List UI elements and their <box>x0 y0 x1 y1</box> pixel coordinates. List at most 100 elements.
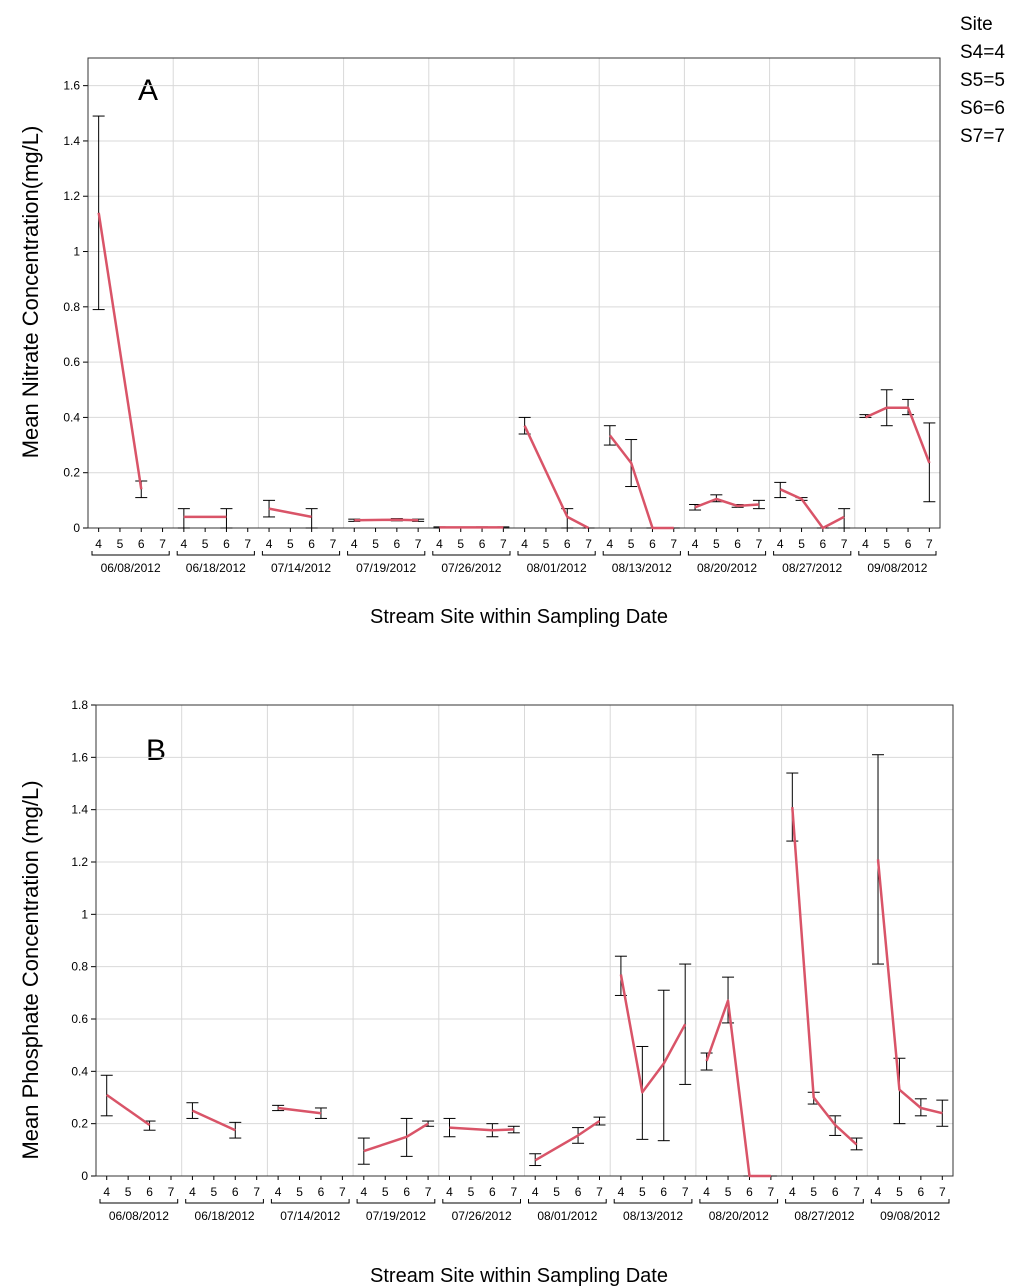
x-tick-label-site: 6 <box>564 537 571 551</box>
x-tick-label-site: 4 <box>521 537 528 551</box>
x-tick-label-site: 6 <box>575 1185 582 1199</box>
x-tick-label-site: 5 <box>883 537 890 551</box>
y-tick-label: 1 <box>73 245 80 259</box>
plot-frame <box>95 704 954 1177</box>
mean-line <box>534 1119 601 1162</box>
x-tick-label-site: 7 <box>756 537 763 551</box>
panel-b-label: B <box>146 734 166 767</box>
x-tick-label-date: 09/08/2012 <box>867 561 927 575</box>
x-group-bracket <box>261 551 341 556</box>
x-tick-label-date: 08/13/2012 <box>612 561 672 575</box>
legend-item-s6: S6=6 <box>960 98 1005 119</box>
mean-line <box>268 507 312 519</box>
x-tick-label-site: 5 <box>725 1185 732 1199</box>
x-group-bracket <box>858 551 937 556</box>
x-tick-label-site: 7 <box>939 1185 946 1199</box>
mean-line <box>97 212 143 490</box>
x-tick-label-site: 6 <box>489 1185 496 1199</box>
legend-item-s5: S5=5 <box>960 70 1005 91</box>
panel-b-y-axis-title: Mean Phosphate Concentration (mg/L) <box>18 780 43 1159</box>
x-tick-label-site: 4 <box>95 537 102 551</box>
x-tick-label-date: 08/27/2012 <box>782 561 842 575</box>
x-tick-label-site: 4 <box>181 537 188 551</box>
x-tick-label-site: 6 <box>318 1185 325 1199</box>
x-group-bracket <box>613 1199 693 1204</box>
y-tick-label: 0.2 <box>63 466 80 480</box>
x-tick-label-site: 5 <box>287 537 294 551</box>
x-tick-label-site: 6 <box>232 1185 239 1199</box>
y-tick-label: 1.6 <box>63 79 80 93</box>
y-tick-label: 1.6 <box>71 750 88 764</box>
x-tick-label-site: 4 <box>777 537 784 551</box>
x-group-bracket <box>773 551 852 556</box>
x-tick-label-date: 06/08/2012 <box>109 1209 169 1223</box>
legend-item-s7: S7=7 <box>960 126 1005 147</box>
x-tick-label-site: 5 <box>457 537 464 551</box>
x-tick-label-site: 5 <box>372 537 379 551</box>
x-tick-label-site: 7 <box>425 1185 432 1199</box>
x-tick-label-site: 4 <box>875 1185 882 1199</box>
x-tick-label-site: 6 <box>223 537 230 551</box>
x-tick-label-site: 5 <box>117 537 124 551</box>
x-tick-label-site: 4 <box>436 537 443 551</box>
mean-line <box>694 497 759 509</box>
x-tick-label-date: 07/26/2012 <box>452 1209 512 1223</box>
y-tick-label: 0 <box>81 1169 88 1183</box>
x-tick-label-site: 6 <box>138 537 145 551</box>
panel-a-x-axis-title: Stream Site within Sampling Date <box>370 606 668 628</box>
x-tick-label-site: 6 <box>403 1185 410 1199</box>
y-tick-label: 1.4 <box>71 803 88 817</box>
x-group-bracket <box>528 1199 607 1204</box>
x-tick-label-date: 08/20/2012 <box>709 1209 769 1223</box>
x-tick-label-site: 5 <box>125 1185 132 1199</box>
x-tick-label-site: 7 <box>670 537 677 551</box>
x-tick-label-site: 6 <box>394 537 401 551</box>
x-tick-label-site: 7 <box>330 537 337 551</box>
mean-line <box>354 518 419 522</box>
x-tick-label-date: 08/01/2012 <box>527 561 587 575</box>
x-tick-label-site: 7 <box>168 1185 175 1199</box>
mean-line <box>864 406 931 464</box>
x-tick-label-date: 06/18/2012 <box>195 1209 255 1223</box>
x-tick-label-date: 07/14/2012 <box>271 561 331 575</box>
mean-line <box>876 859 943 1115</box>
x-group-bracket <box>687 551 767 556</box>
x-tick-label-site: 5 <box>713 537 720 551</box>
x-tick-label-date: 06/18/2012 <box>186 561 246 575</box>
x-tick-label-site: 6 <box>905 537 912 551</box>
mean-line <box>619 974 687 1094</box>
x-tick-label-site: 5 <box>210 1185 217 1199</box>
plot-frame <box>87 57 941 529</box>
y-tick-label: 0.4 <box>71 1064 88 1078</box>
x-group-bracket <box>270 1199 350 1204</box>
site-legend: Site S4=4 S5=5 S6=6 S7=7 <box>960 14 1005 147</box>
y-tick-label: 0.6 <box>63 355 80 369</box>
x-tick-label-site: 4 <box>103 1185 110 1199</box>
x-tick-label-site: 4 <box>703 1185 710 1199</box>
x-group-bracket <box>356 1199 436 1204</box>
y-tick-label: 1.4 <box>63 134 80 148</box>
x-group-bracket <box>442 1199 521 1204</box>
x-tick-label-date: 09/08/2012 <box>880 1209 940 1223</box>
x-group-bracket <box>602 551 681 556</box>
x-tick-label-site: 6 <box>746 1185 753 1199</box>
x-tick-label-site: 4 <box>532 1185 539 1199</box>
x-tick-label-date: 06/08/2012 <box>101 561 161 575</box>
x-group-bracket <box>699 1199 779 1204</box>
x-tick-label-site: 4 <box>275 1185 282 1199</box>
x-tick-label-site: 4 <box>189 1185 196 1199</box>
x-tick-label-date: 08/01/2012 <box>537 1209 597 1223</box>
x-tick-label-site: 4 <box>692 537 699 551</box>
x-tick-label-site: 4 <box>862 537 869 551</box>
x-tick-label-site: 6 <box>479 537 486 551</box>
x-tick-label-site: 5 <box>639 1185 646 1199</box>
panel-a-y-axis-title: Mean Nitrate Concentration(mg/L) <box>18 126 43 459</box>
x-tick-label-site: 4 <box>789 1185 796 1199</box>
x-group-bracket <box>432 551 511 556</box>
x-tick-label-site: 4 <box>446 1185 453 1199</box>
y-tick-label: 1.8 <box>71 698 88 712</box>
y-tick-label: 0.8 <box>71 960 88 974</box>
x-tick-label-site: 7 <box>415 537 422 551</box>
x-group-bracket <box>99 1199 179 1204</box>
x-tick-label-site: 6 <box>649 537 656 551</box>
